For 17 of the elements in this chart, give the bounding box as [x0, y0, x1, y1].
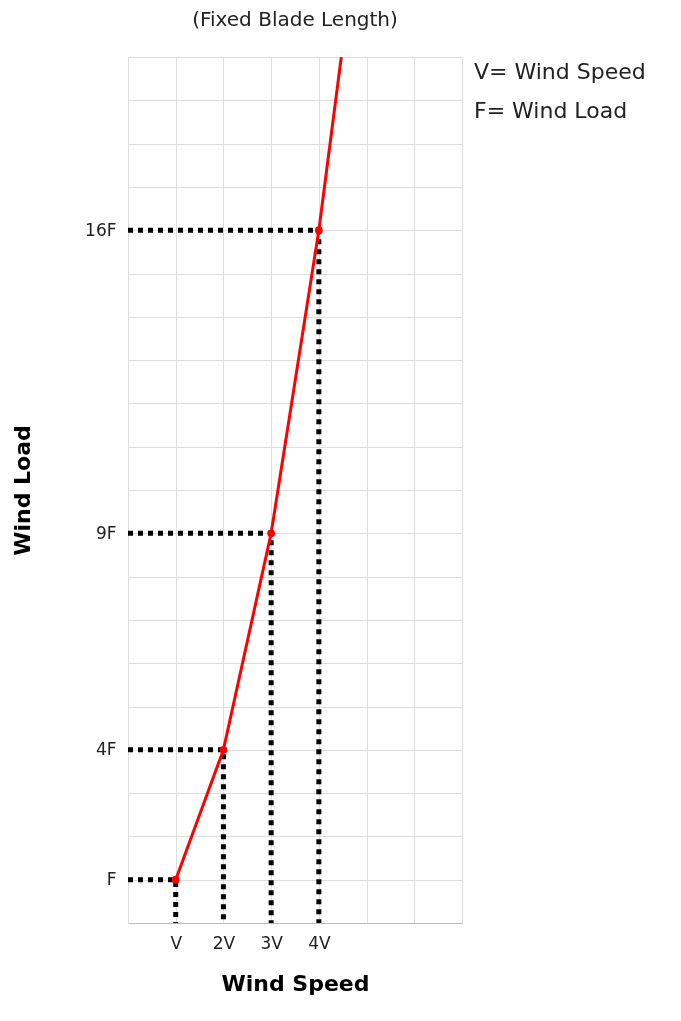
- point: [171, 875, 180, 884]
- x-tick-label: 3V: [260, 932, 284, 953]
- y-tick-label: F: [106, 869, 117, 890]
- y-tick-label: 16F: [85, 219, 117, 240]
- y-axis-title: Wind Load: [10, 425, 36, 556]
- y-tick-label: 9F: [95, 522, 117, 543]
- y-tick-label: 4F: [95, 739, 117, 760]
- text: F= Wind Load: [474, 98, 628, 123]
- x-axis-title: Wind Speed: [221, 970, 370, 996]
- chart-title: (Fixed Blade Length): [192, 7, 398, 31]
- point: [314, 226, 323, 235]
- x-tick-label: 2V: [212, 932, 236, 953]
- point: [267, 529, 276, 538]
- x-tick-label: V: [170, 932, 183, 953]
- x-tick-label: 4V: [308, 932, 331, 953]
- point: [219, 745, 228, 754]
- text: V= Wind Speed: [474, 59, 646, 84]
